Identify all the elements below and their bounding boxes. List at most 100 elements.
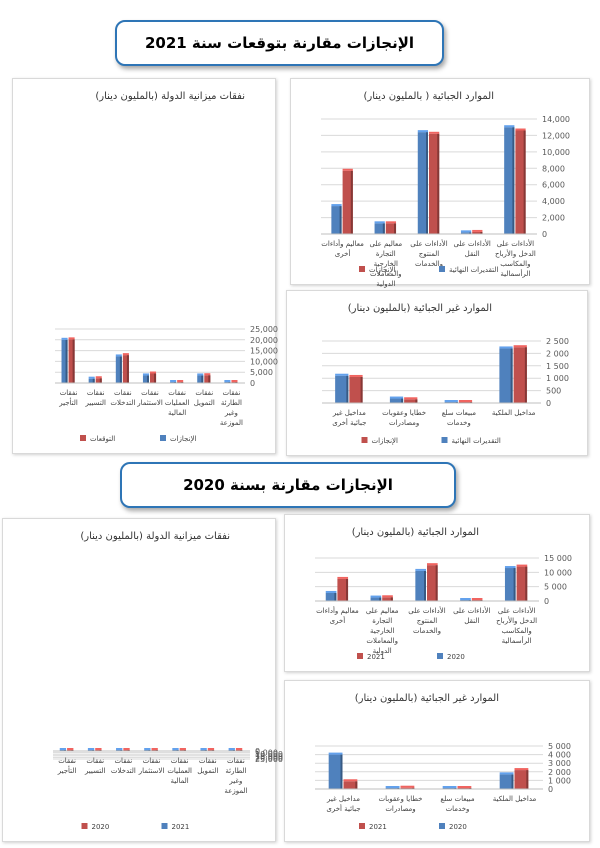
bar-top [385,786,400,788]
y-tick-label: 1 000 [548,776,571,785]
bar-top [177,380,184,382]
y-tick-label: 10,000 [255,750,283,759]
legend-swatch [357,653,363,659]
y-tick-label: 5,000 [250,368,273,377]
y-tick-label: 2 500 [546,337,569,346]
bar-top [59,748,67,750]
bar [204,375,211,383]
bar [197,375,204,383]
y-tick-label: 5 000 [548,742,571,751]
bar-shade [147,375,149,383]
chart-svg: 0 500 1 000 1 500 2 000 2 500 مداخيل غيرجبائية… [322,337,569,445]
bar-top [460,598,471,600]
chart-title: نفقات ميزانية الدولة (بالمليون دينار) [80,531,230,542]
x-tick-label: العمليات [167,767,192,775]
y-tick-label: 2 000 [548,768,571,777]
bar [472,231,483,234]
x-tick-label: نفقات [114,757,132,765]
x-tick-label: والخدمات [415,260,443,268]
x-tick-label: معاليم وأداءات [316,606,359,615]
x-tick-label: الرأسمالية [502,636,532,645]
y-tick-label: 4,000 [542,197,565,206]
bar-shade [65,339,68,383]
x-tick-label: الأداءات على [498,606,535,615]
y-tick-label: 0 [250,379,255,388]
x-tick-label: نفقات [171,757,189,765]
y-tick-label: 25,000 [250,325,278,334]
x-tick-label: والمكاسب [500,260,530,268]
bar-top [235,748,243,750]
bar-top [404,397,418,400]
x-tick-label: الدخل والأرباح [496,616,537,625]
bar-top [179,748,186,750]
bar [374,223,385,234]
x-tick-label: معاليم وأداءات [321,239,364,248]
bar-shade [415,399,418,403]
bar-top [374,221,385,224]
x-tick-label: الأداءات على [408,606,445,615]
legend-label: 2021 [369,823,387,831]
y-tick-label: 5 000 [544,583,567,592]
bar-shade [379,597,382,601]
bar [150,373,157,383]
bar-shade [208,375,211,383]
bar-top [504,125,515,128]
bar-top [417,130,428,133]
bar-top [335,373,349,376]
y-tick-label: 500 [546,387,561,396]
bar-top [122,353,129,356]
x-tick-label: الدولية [373,647,392,655]
bar-top [382,595,393,598]
bar-shade [99,378,102,383]
x-tick-label: جبائية أخرى [332,418,366,427]
bar-top [427,563,438,566]
bar-top [151,748,158,750]
bar-top [458,400,473,402]
legend-swatch [441,437,448,443]
bar-top [349,374,363,377]
y-tick-label: 2,000 [542,214,565,223]
x-tick-label: نفقات [58,757,76,765]
bar-top [504,566,516,569]
x-tick-label: الطارئة [225,767,246,775]
bar-shade [382,223,385,234]
legend-label: 2020 [92,823,110,831]
bar-top [513,345,527,348]
x-tick-label: نفقات [114,389,132,397]
bar-shade [339,206,342,234]
bar-shade [424,570,426,601]
x-tick-label: وغير [228,777,242,785]
bar [514,770,529,789]
chart-title: الموارد غير الجبائية (بالمليون دينار) [354,693,499,704]
x-tick-label: المالية [168,409,186,417]
legend-swatch [160,435,166,441]
bar [349,376,363,403]
bar [61,339,68,383]
y-tick-label: 15,000 [255,752,283,761]
bar-shade [355,781,358,789]
x-tick-label: نفقات [199,757,217,765]
bar-shade [340,754,343,789]
bar-top [514,768,529,771]
banner-2021-title: الإنجازات مقارنة بتوقعات سنة 2021 [144,34,415,52]
bar-top [207,748,215,750]
x-tick-label: مداخيل الملكية [493,795,537,803]
bar-top [197,373,204,376]
x-tick-label: التمويل [197,767,218,775]
y-tick-label: 3 000 [548,759,571,768]
bar-shade [480,231,483,234]
bar [325,592,337,601]
legend-swatch [161,823,168,829]
x-tick-label: الأداءات على [497,239,534,248]
bar-top [342,168,353,171]
legend-swatch [361,437,368,443]
bar-top [172,748,179,750]
bar-top [400,785,415,788]
bar-shade [435,565,438,601]
x-tick-label: جبائية أخرى [326,804,360,813]
bar-top [144,748,151,750]
x-tick-label: نفقات [143,757,161,765]
chart-panel-nontax-2021: الموارد غير الجبائية (بالمليون دينار) 0 5… [286,290,588,456]
y-tick-label: 25,000 [255,755,283,764]
